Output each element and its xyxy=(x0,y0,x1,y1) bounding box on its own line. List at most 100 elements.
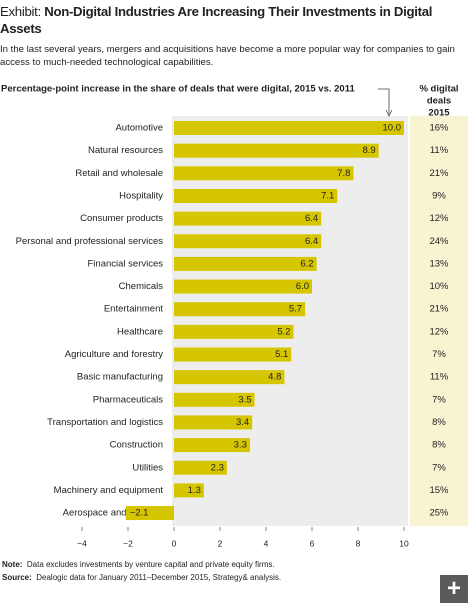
notes: Note: Data excludes investments by ventu… xyxy=(2,558,432,584)
category-label: Chemicals xyxy=(119,281,164,292)
value-label: 4.8 xyxy=(268,372,281,383)
category-label: Retail and wholesale xyxy=(75,168,163,179)
column-value: 13% xyxy=(429,258,449,269)
category-label: Hospitality xyxy=(119,190,163,201)
column-value: 11% xyxy=(430,372,449,383)
bar xyxy=(174,166,354,181)
subtitle: In the last several years, mergers and a… xyxy=(0,44,455,68)
column-value: 15% xyxy=(429,485,449,496)
category-label: Natural resources xyxy=(88,145,163,156)
value-label: −2.1 xyxy=(130,508,149,519)
column-value: 21% xyxy=(429,304,449,315)
value-label: 6.4 xyxy=(305,236,318,247)
x-tick-label: 10 xyxy=(399,538,409,548)
header-arrow xyxy=(378,88,390,114)
bar xyxy=(174,234,322,249)
source-line: Source: Dealogic data for January 2011–D… xyxy=(2,571,432,584)
expand-button[interactable]: + xyxy=(440,575,468,603)
note: Data excludes investments by venture cap… xyxy=(26,560,275,569)
bar xyxy=(174,324,294,339)
category-label: Consumer products xyxy=(80,213,163,224)
x-tick-label: −4 xyxy=(77,538,87,548)
chart-title: Non-Digital Industries Are Increasing Th… xyxy=(0,4,433,36)
bar xyxy=(174,415,253,430)
column-value: 25% xyxy=(429,508,449,519)
value-label: 2.3 xyxy=(211,462,224,473)
category-label: Entertainment xyxy=(104,304,164,315)
category-label: Personal and professional services xyxy=(16,236,164,247)
bar xyxy=(174,256,317,271)
value-label: 6.4 xyxy=(305,213,318,224)
column-value: 12% xyxy=(429,213,449,224)
value-label: 8.9 xyxy=(362,145,375,156)
bar xyxy=(125,506,174,521)
value-label: 5.2 xyxy=(277,326,290,337)
source: Dealogic data for January 2011–December … xyxy=(36,573,282,582)
value-label: 3.3 xyxy=(234,440,247,451)
note-label: Note: xyxy=(2,560,23,569)
bar xyxy=(174,302,306,317)
category-label: Pharmaceuticals xyxy=(93,394,163,405)
column-value: 12% xyxy=(429,326,449,337)
header-arrowhead xyxy=(385,109,393,117)
bar xyxy=(174,460,227,475)
bar xyxy=(174,438,250,453)
category-label: Construction xyxy=(110,440,163,451)
value-label: 6.0 xyxy=(296,281,309,292)
category-label: Machinery and equipment xyxy=(54,485,164,496)
column-value: 7% xyxy=(432,349,446,360)
axis-header: Percentage-point increase in the share o… xyxy=(1,84,355,95)
column-header: deals xyxy=(427,96,451,107)
value-label: 7.1 xyxy=(321,190,334,201)
category-label: Transportation and logistics xyxy=(47,417,163,428)
value-label: 10.0 xyxy=(383,123,402,134)
plot-background xyxy=(172,116,408,526)
bar xyxy=(174,121,404,135)
column-header: % digital xyxy=(419,84,458,95)
column-value: 24% xyxy=(429,236,449,247)
category-label: Healthcare xyxy=(117,326,163,337)
value-label: 1.3 xyxy=(188,485,201,496)
bar xyxy=(174,370,285,385)
bar xyxy=(174,211,322,226)
category-label: Financial services xyxy=(88,258,164,269)
column-header: 2015 xyxy=(428,108,450,119)
column-value: 9% xyxy=(432,190,446,201)
value-label: 7.8 xyxy=(337,168,350,179)
value-label: 6.2 xyxy=(300,258,313,269)
note-line: Note: Data excludes investments by ventu… xyxy=(2,558,432,571)
value-label: 3.5 xyxy=(238,394,251,405)
column-value: 7% xyxy=(432,462,446,473)
bar xyxy=(174,483,204,498)
category-label: Utilities xyxy=(132,462,163,473)
column-value: 8% xyxy=(432,417,446,428)
exhibit-label: Exhibit: xyxy=(0,4,41,19)
category-label: Agriculture and forestry xyxy=(65,349,163,360)
column-value: 21% xyxy=(429,168,449,179)
value-label: 5.7 xyxy=(289,304,302,315)
category-label: Automotive xyxy=(115,123,163,134)
column-value: 8% xyxy=(432,440,446,451)
column-background xyxy=(410,116,468,526)
bar xyxy=(174,392,255,407)
x-tick-label: 8 xyxy=(356,538,361,548)
x-tick-label: 0 xyxy=(172,538,177,548)
title-block: Exhibit: Non-Digital Industries Are Incr… xyxy=(0,3,466,37)
bar xyxy=(174,347,292,362)
bar xyxy=(174,279,312,294)
category-label: Basic manufacturing xyxy=(77,372,163,383)
column-value: 7% xyxy=(432,394,446,405)
column-value: 11% xyxy=(430,145,449,156)
source-label: Source: xyxy=(2,573,32,582)
bar xyxy=(174,188,338,203)
value-label: 3.4 xyxy=(236,417,249,428)
x-tick-label: 2 xyxy=(218,538,223,548)
column-value: 10% xyxy=(429,281,449,292)
category-label: Aerospace and defense xyxy=(63,508,163,519)
x-tick-label: 4 xyxy=(264,538,269,548)
value-label: 5.1 xyxy=(275,349,288,360)
bar xyxy=(174,143,379,158)
column-value: 16% xyxy=(429,123,449,134)
x-tick-label: −2 xyxy=(123,538,133,548)
